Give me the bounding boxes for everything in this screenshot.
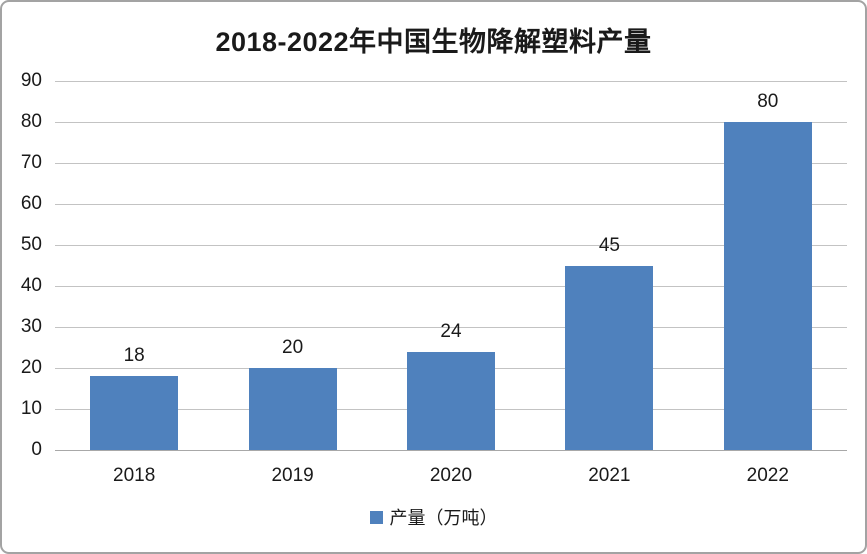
bar-value-label: 20 xyxy=(282,337,304,358)
x-axis-label: 2019 xyxy=(271,465,314,486)
bar-value-label: 80 xyxy=(757,91,779,112)
y-axis-label: 40 xyxy=(20,275,42,296)
x-axis-label: 2018 xyxy=(113,465,156,486)
bar xyxy=(248,368,337,450)
gridline xyxy=(55,162,847,164)
legend-label: 产量（万吨） xyxy=(389,508,498,528)
y-axis-label: 0 xyxy=(31,439,42,460)
y-axis-label: 90 xyxy=(20,70,42,91)
square-icon xyxy=(369,510,383,524)
bar-value-label: 18 xyxy=(123,345,145,367)
gridline xyxy=(55,326,847,328)
bar xyxy=(407,351,495,450)
chart-title: 2018-2022年中国生物降解塑料产量 xyxy=(215,27,652,57)
x-axis-label: 2021 xyxy=(588,465,631,486)
y-axis-label: 10 xyxy=(20,398,42,419)
gridline xyxy=(55,285,847,287)
y-axis-label: 20 xyxy=(20,357,42,378)
bar-value-label: 24 xyxy=(440,320,462,342)
y-axis-label: 30 xyxy=(20,316,42,337)
legend: 产量（万吨） xyxy=(2,504,865,530)
x-axis-label: 2020 xyxy=(429,465,473,486)
bar-value-label: 45 xyxy=(598,234,620,256)
bar xyxy=(90,376,179,450)
gridline xyxy=(55,203,847,205)
gridline xyxy=(55,244,847,246)
gridline xyxy=(55,80,847,82)
gridline xyxy=(55,449,847,451)
y-axis-label: 60 xyxy=(20,193,42,214)
y-axis-label: 70 xyxy=(20,152,42,173)
y-axis-label: 80 xyxy=(20,111,42,132)
y-axis-label: 50 xyxy=(20,234,42,255)
bar xyxy=(723,122,812,450)
bar xyxy=(565,265,654,450)
x-axis-label: 2022 xyxy=(746,465,789,486)
gridline xyxy=(55,121,847,123)
